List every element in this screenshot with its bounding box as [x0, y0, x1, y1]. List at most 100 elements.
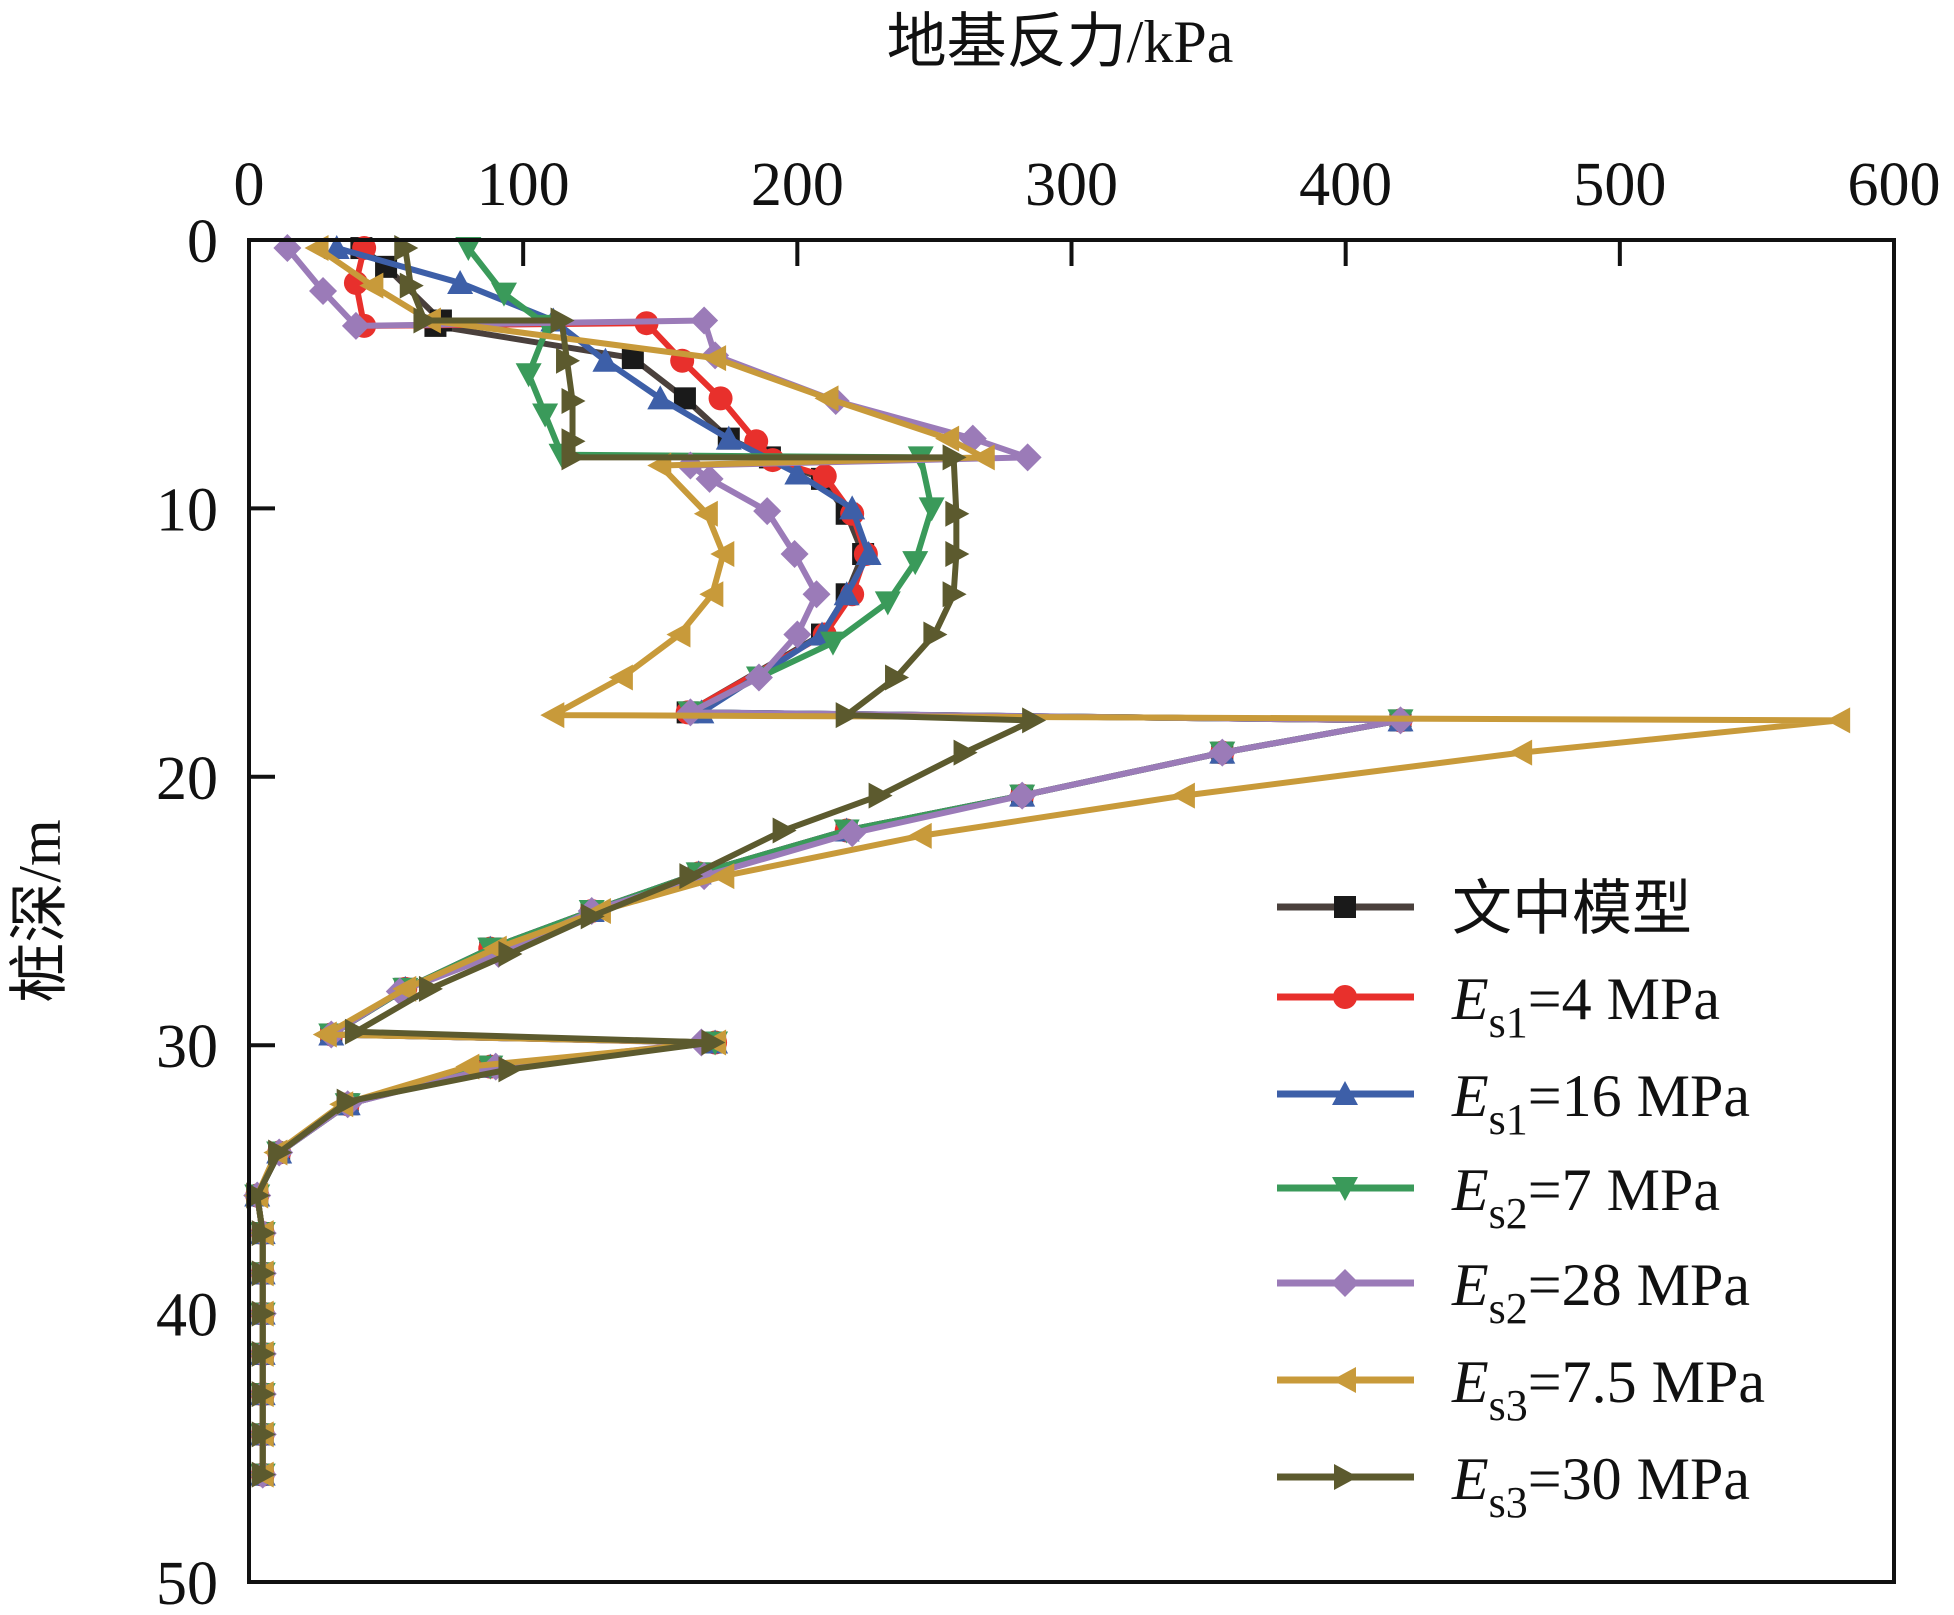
x-tick-label: 600 — [1848, 151, 1941, 219]
series-line — [254, 247, 1404, 1475]
data-point — [251, 1260, 276, 1287]
legend-item: Es1=16 MPa — [1277, 1063, 1750, 1144]
data-point — [344, 1018, 369, 1045]
y-tick-label: 40 — [156, 1282, 218, 1350]
data-point — [336, 1088, 361, 1115]
data-point — [251, 1340, 276, 1367]
legend-symbol: E — [1451, 966, 1489, 1032]
data-point — [885, 664, 910, 691]
data-point — [814, 385, 839, 412]
legend-label: Es2=7 MPa — [1451, 1157, 1720, 1238]
data-point — [490, 282, 517, 307]
data-point — [699, 581, 724, 608]
data-point — [695, 464, 724, 493]
legend-value: =30 MPa — [1528, 1446, 1750, 1512]
plot-frame — [247, 238, 1896, 1584]
legend-marker — [1333, 985, 1357, 1009]
data-point — [855, 541, 882, 566]
y-tick-label: 50 — [156, 1550, 218, 1615]
y-tick-label: 20 — [156, 745, 218, 813]
legend-marker — [1332, 1081, 1358, 1105]
series-1 — [245, 236, 1413, 1487]
data-point — [1022, 707, 1047, 734]
data-point — [251, 1220, 276, 1247]
data-point — [868, 782, 893, 809]
data-point — [935, 425, 960, 452]
data-point — [1208, 738, 1237, 767]
legend-marker — [1332, 1367, 1356, 1393]
data-point — [392, 975, 417, 1002]
data-point — [341, 311, 370, 340]
legend-subscript: s3 — [1489, 1478, 1528, 1527]
x-tick-label: 0 — [234, 151, 265, 219]
series-line — [254, 246, 1404, 1475]
series-line — [254, 247, 1037, 1475]
data-point — [418, 975, 443, 1002]
legend-item: Es1=4 MPa — [1277, 966, 1720, 1047]
legend-item: Es2=7 MPa — [1277, 1157, 1720, 1238]
legend-symbol: E — [1451, 1063, 1489, 1129]
series-line — [254, 246, 1404, 1475]
data-point — [942, 444, 967, 471]
data-point — [744, 663, 773, 692]
data-point — [970, 444, 995, 471]
data-point — [550, 307, 575, 334]
data-point — [251, 1300, 276, 1327]
data-point — [945, 500, 970, 527]
data-point — [455, 237, 482, 262]
legend-subscript: s1 — [1489, 1095, 1528, 1144]
data-point — [1170, 782, 1195, 809]
data-point — [399, 272, 424, 299]
data-point — [819, 631, 846, 656]
data-point — [532, 403, 559, 428]
legend-item: Es2=28 MPa — [1277, 1252, 1750, 1333]
data-point — [710, 541, 735, 568]
data-point — [923, 621, 948, 648]
data-point — [676, 698, 705, 727]
data-point — [833, 581, 860, 606]
data-point — [701, 1029, 726, 1056]
legend-item: 文中模型 — [1277, 876, 1692, 942]
data-point — [835, 702, 860, 729]
data-point — [780, 540, 809, 569]
legend-subscript: s3 — [1489, 1381, 1528, 1430]
y-axis-title: 桩深/m — [7, 819, 73, 1002]
data-point — [413, 307, 438, 334]
data-point — [772, 817, 797, 844]
data-point — [666, 621, 691, 648]
series-2 — [244, 235, 1414, 1486]
data-point — [802, 580, 831, 609]
data-point — [455, 1053, 480, 1080]
data-point — [753, 497, 782, 526]
data-point — [918, 497, 945, 522]
data-point — [874, 591, 901, 616]
data-point — [902, 551, 929, 576]
data-point — [708, 386, 733, 411]
legend-label: Es1=4 MPa — [1451, 966, 1720, 1047]
data-point — [953, 739, 978, 766]
x-tick-label: 500 — [1573, 151, 1666, 219]
x-tick-label: 300 — [1025, 151, 1118, 219]
legend-marker — [1332, 1177, 1358, 1201]
data-point — [673, 387, 696, 410]
data-point — [702, 345, 727, 372]
data-point — [515, 363, 542, 388]
data-point — [251, 1381, 276, 1408]
data-point — [715, 425, 742, 450]
legend-value: =4 MPa — [1528, 966, 1720, 1032]
legend-symbol: E — [1451, 1446, 1489, 1512]
series-line — [254, 245, 1404, 1475]
data-point — [838, 819, 867, 848]
series-6 — [246, 235, 1047, 1488]
data-point — [556, 347, 581, 374]
legend-label: 文中模型 — [1452, 876, 1692, 942]
data-point — [1508, 739, 1533, 766]
data-point — [447, 269, 474, 294]
data-point — [359, 272, 384, 299]
legend-label: Es1=16 MPa — [1451, 1063, 1750, 1144]
legend-marker — [1331, 1269, 1359, 1297]
data-point — [312, 1021, 337, 1048]
x-axis-title: 地基反力/kPa — [887, 9, 1234, 75]
